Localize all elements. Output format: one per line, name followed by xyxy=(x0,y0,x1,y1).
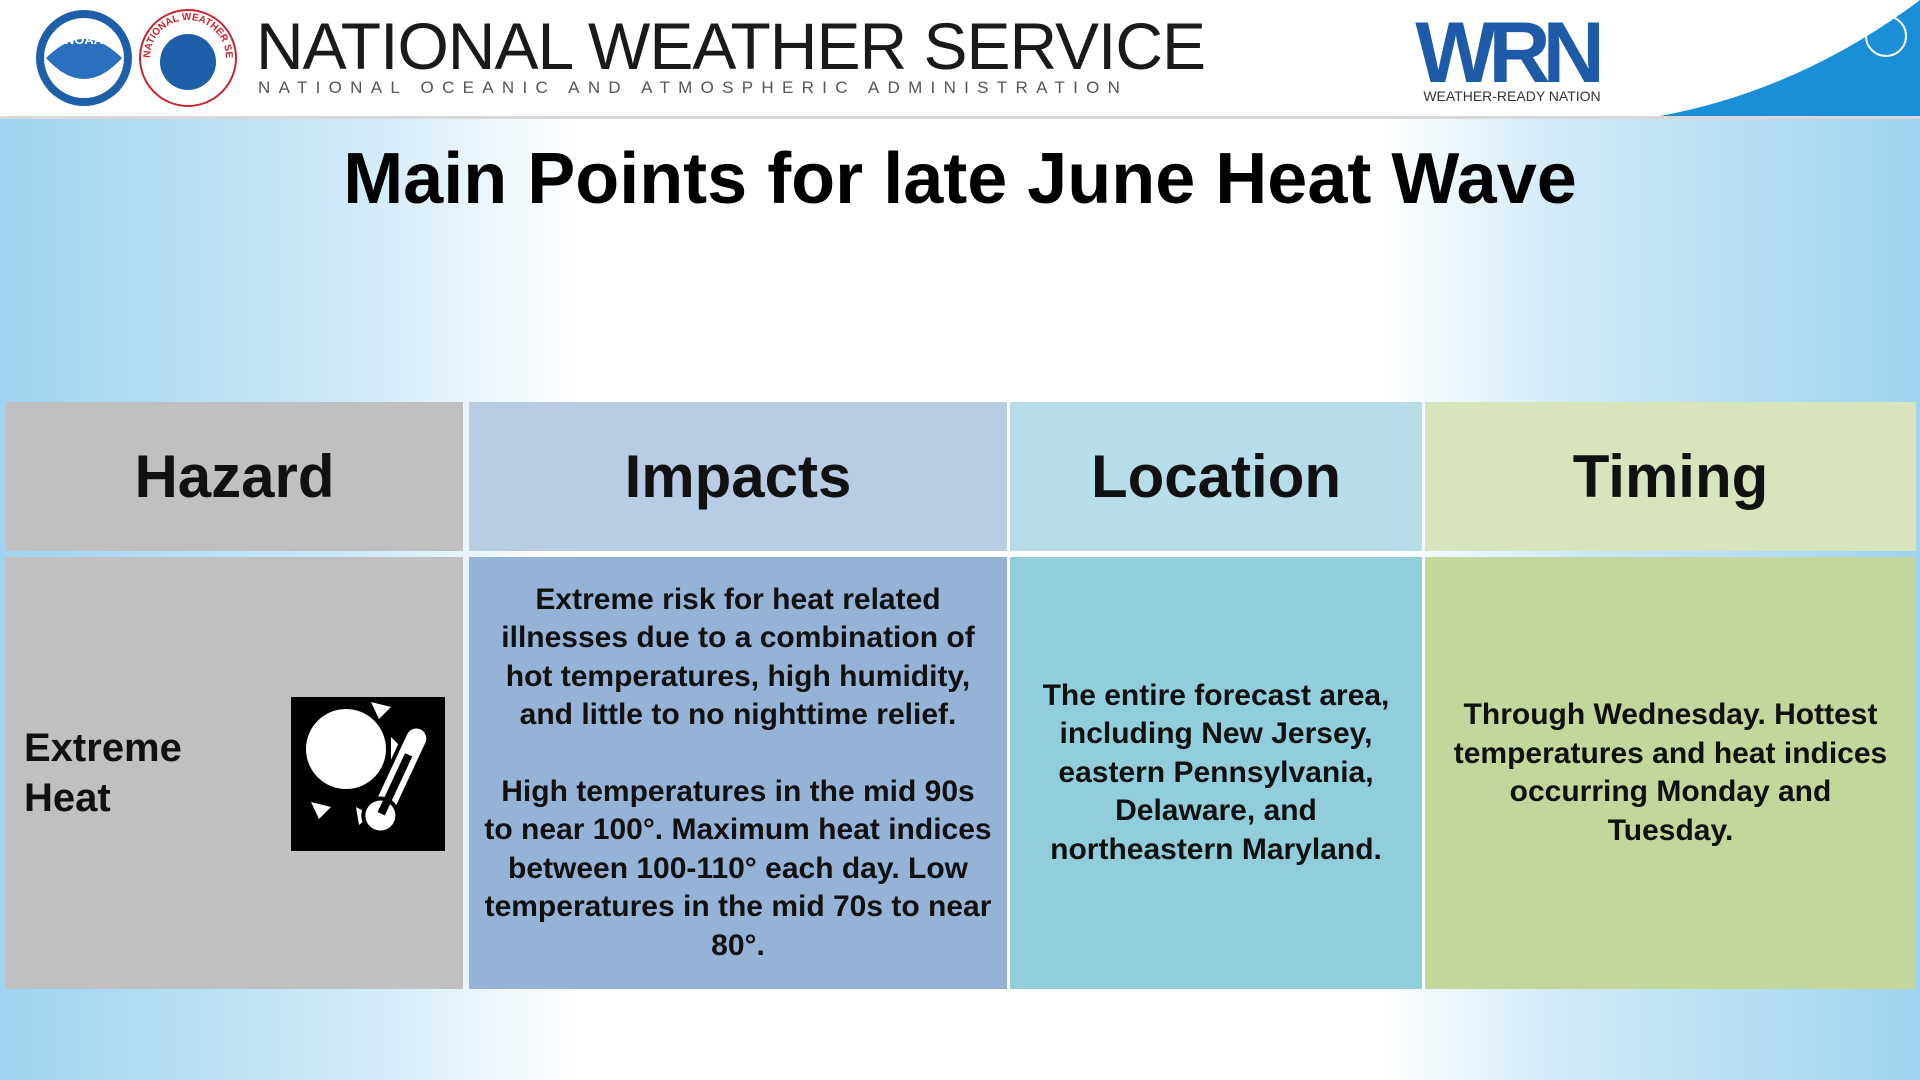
header-cell: Impacts xyxy=(469,402,1007,551)
header-graphics: NOAA NATIONAL WEATHER SERVICE WRN WEATHE… xyxy=(0,0,1920,116)
header: NOAA NATIONAL WEATHER SERVICE WRN WEATHE… xyxy=(0,0,1920,119)
header-cell: Location xyxy=(1010,402,1422,551)
timing-cell: Through Wednesday. Hottest temperatures … xyxy=(1425,557,1916,989)
slide-title: Main Points for late June Heat Wave xyxy=(343,139,1577,219)
hazard-cell: Extreme Heat xyxy=(6,557,463,989)
noaa-logo-text: NOAA xyxy=(65,32,104,47)
impacts-cell: Extreme risk for heat related illnesses … xyxy=(469,557,1007,989)
header-subtitle: NATIONAL OCEANIC AND ATMOSPHERIC ADMINIS… xyxy=(258,78,1129,97)
swoosh xyxy=(1660,0,1920,116)
location-text: The entire forecast area, including New … xyxy=(1042,678,1390,866)
header-cell: Hazard xyxy=(6,402,463,551)
wrn-logo: WRN xyxy=(1415,5,1599,101)
impacts-text: Extreme risk for heat related illnesses … xyxy=(501,582,975,732)
wrn-tagline: WEATHER-READY NATION xyxy=(1423,88,1600,104)
header-title: NATIONAL WEATHER SERVICE xyxy=(256,9,1206,83)
heat-icon xyxy=(291,697,445,851)
impacts-text: High temperatures in the mid 90s to near… xyxy=(484,774,992,962)
hazard-text: Extreme Heat xyxy=(24,726,182,820)
header-cell: Timing xyxy=(1425,402,1916,551)
location-cell: The entire forecast area, including New … xyxy=(1010,557,1422,989)
timing-text: Through Wednesday. Hottest temperatures … xyxy=(1453,698,1888,847)
